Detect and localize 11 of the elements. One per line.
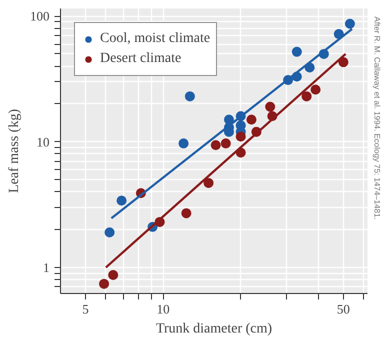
legend-label: Desert climate (100, 51, 182, 67)
x-tick-label: 10 (156, 302, 170, 316)
text: After R. M. Callaway et al. 1994. Ecology 75: 1474–1481. (372, 16, 382, 220)
y-tick-label: 1 (43, 260, 50, 275)
x-tick-label: 5 (82, 302, 89, 316)
legend-label: Cool, moist climate (100, 31, 210, 47)
y-axis-title: Leaf mass (kg) (7, 108, 22, 193)
y-tick-label: 100 (30, 8, 50, 24)
y-tick-label: 10 (36, 134, 50, 150)
x-tick-label: 50 (336, 302, 350, 316)
x-axis-title: Trunk diameter (cm) (156, 322, 272, 336)
